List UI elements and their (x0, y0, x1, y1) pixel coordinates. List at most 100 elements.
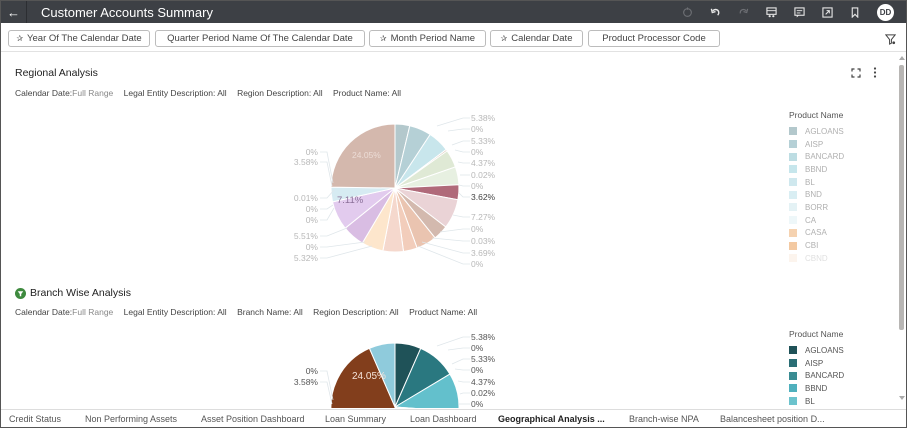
data-label: 4.37% (471, 377, 496, 387)
leader-line (454, 149, 470, 153)
data-label: 7.27% (471, 212, 496, 222)
scroll-down-arrow[interactable] (899, 396, 905, 400)
legend-item[interactable]: BBND (789, 382, 844, 395)
user-avatar[interactable]: DD (877, 3, 894, 21)
tab-branch-wise-npa[interactable]: Branch-wise NPA (629, 414, 699, 424)
filter-month[interactable]: ✰ Month Period Name (369, 30, 486, 47)
maximize-icon[interactable] (851, 67, 861, 78)
criteria-item: Branch Name: All (237, 307, 303, 317)
legend-swatch (789, 140, 797, 149)
regional-criteria: Calendar Date:Full Range Legal Entity De… (15, 88, 409, 98)
data-label: 0% (471, 343, 484, 353)
legend-item[interactable]: CBND (789, 252, 844, 265)
legend-label: BORR (805, 202, 829, 212)
redo-button[interactable] (729, 1, 757, 23)
data-label: 5.33% (471, 136, 496, 146)
filter-options-button[interactable] (884, 32, 897, 50)
bookmark-button[interactable] (841, 1, 869, 23)
legend-item[interactable]: AGLOANS (789, 344, 844, 357)
regional-pie-chart[interactable] (0, 0, 907, 275)
data-view-icon (765, 6, 777, 17)
legend-swatch (789, 203, 797, 212)
data-label: 0% (305, 215, 318, 225)
regional-analysis-title: Regional Analysis (15, 67, 98, 79)
page-title: Customer Accounts Summary (41, 4, 213, 20)
leader-line (454, 368, 470, 371)
pie-slice[interactable] (393, 373, 460, 409)
filter-product-processor-code[interactable]: Product Processor Code (588, 30, 720, 47)
leader-line (457, 161, 470, 164)
legend-item[interactable]: BND (789, 188, 844, 201)
leader-line (320, 245, 373, 259)
present-button[interactable] (813, 1, 841, 23)
leader-line (436, 336, 470, 347)
leader-line (431, 237, 470, 242)
legend-label: BANCARD (805, 152, 845, 162)
scroll-thumb[interactable] (899, 65, 904, 330)
criteria-item: Legal Entity Description: All (123, 88, 227, 98)
data-label: 0.01% (293, 193, 318, 203)
back-button[interactable]: ← (1, 1, 27, 23)
legend-item[interactable]: AGLOANS (789, 125, 844, 138)
data-label: 3.58% (293, 157, 318, 167)
legend-item[interactable]: AISP (789, 138, 844, 151)
data-label: 0% (305, 366, 318, 376)
tab-geographical-analysis[interactable]: Geographical Analysis ... (498, 414, 605, 424)
bookmark-icon (851, 6, 859, 18)
legend-item[interactable]: BANCARD (789, 150, 844, 163)
data-label: 3.58% (293, 377, 318, 387)
data-label: 0% (471, 224, 484, 234)
criteria-item: Region Description: All (313, 307, 399, 317)
legend-swatch (789, 190, 797, 199)
section-actions (851, 67, 877, 78)
legend-swatch (789, 152, 797, 161)
data-label: 5.32% (293, 253, 318, 263)
pie-slice[interactable] (394, 406, 459, 409)
filter-quarter[interactable]: Quarter Period Name Of The Calendar Date (155, 30, 365, 47)
legend-label: AGLOANS (805, 345, 844, 355)
filter-year[interactable]: ✰ Year Of The Calendar Date (8, 30, 150, 47)
branch-pie-chart[interactable] (0, 0, 907, 409)
pie-slice[interactable] (330, 123, 396, 189)
legend-item[interactable]: BL (789, 395, 844, 408)
legend-item[interactable]: BBND (789, 163, 844, 176)
legend-swatch (789, 371, 797, 380)
filter-calendar-date[interactable]: ✰ Calendar Date (490, 30, 583, 47)
pie-slice[interactable] (368, 342, 396, 408)
legend-item[interactable]: BORR (789, 201, 844, 214)
tab-balancesheet-position[interactable]: Balancesheet position D... (720, 414, 825, 424)
legend-item[interactable]: AISP (789, 357, 844, 370)
tab-non-performing-assets[interactable]: Non Performing Assets (85, 414, 178, 424)
legend-item[interactable]: CA (789, 214, 844, 227)
more-options-icon[interactable] (873, 67, 877, 78)
scroll-up-arrow[interactable] (899, 56, 905, 60)
refresh-button[interactable] (673, 1, 701, 23)
undo-button[interactable] (701, 1, 729, 23)
filter-bar: ✰ Year Of The Calendar Date Quarter Perio… (1, 24, 906, 52)
legend-swatch (789, 127, 797, 136)
data-view-button[interactable] (757, 1, 785, 23)
criteria-item: Legal Entity Description: All (123, 307, 227, 317)
leader-line (320, 207, 335, 221)
leader-line (417, 245, 470, 265)
comment-button[interactable] (785, 1, 813, 23)
vertical-scrollbar[interactable] (898, 55, 906, 405)
branch-legend: Product Name AGLOANS AISP BANCARD BBND BL (789, 329, 845, 408)
leader-line (447, 128, 470, 132)
leader-line (421, 241, 470, 254)
tab-loan-summary[interactable]: Loan Summary (325, 414, 387, 424)
legend-item[interactable]: CBI (789, 239, 844, 252)
legend-item[interactable]: BL (789, 176, 844, 189)
pie-slice[interactable] (330, 347, 397, 409)
data-label: 0% (305, 242, 318, 252)
comment-icon (793, 6, 805, 18)
legend-item[interactable]: CASA (789, 227, 844, 240)
legend-swatch (789, 178, 797, 187)
legend-item[interactable]: BANCARD (789, 369, 844, 382)
data-label: 0% (471, 124, 484, 134)
tab-loan-dashboard[interactable]: Loan Dashboard (410, 414, 477, 424)
data-label: 0.03% (471, 236, 496, 246)
arrow-left-icon: ← (7, 4, 20, 20)
tab-credit-status[interactable]: Credit Status (9, 414, 62, 424)
tab-asset-position-dashboard[interactable]: Asset Position Dashboard (201, 414, 305, 424)
